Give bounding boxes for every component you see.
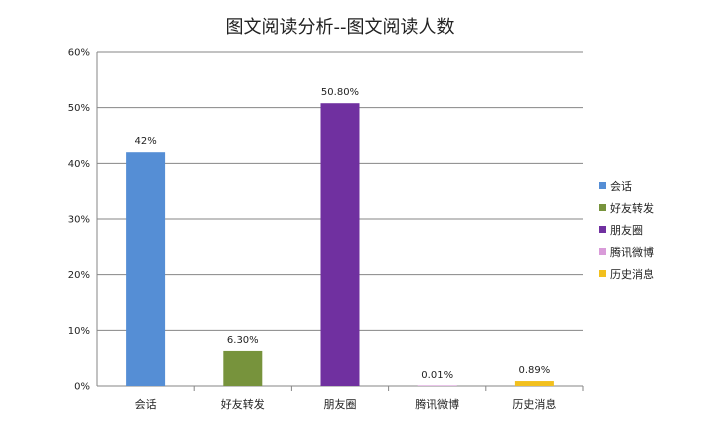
y-tick-label: 0% [74,382,90,393]
bar-3 [320,103,360,387]
bar-1 [126,152,166,386]
legend-swatch [599,226,606,233]
y-tick-label: 30% [68,215,90,226]
legend-label: 历史消息 [610,267,654,281]
data-label: 0.89% [519,365,551,376]
chart-title: 图文阅读分析--图文阅读人数 [226,17,455,38]
bar-4 [417,385,457,386]
y-tick-label: 50% [68,103,90,114]
x-tick-label: 朋友圈 [324,397,357,411]
legend-label: 好友转发 [610,201,654,215]
x-tick-label: 会话 [135,398,157,411]
legend-swatch [599,182,606,189]
y-tick-label: 20% [68,270,90,281]
bar-5 [514,381,554,386]
legend-swatch [599,204,606,211]
data-label: 50.80% [321,87,359,98]
data-label: 0.01% [421,370,453,381]
x-tick-label: 历史消息 [512,397,556,411]
y-tick-label: 60% [68,48,90,59]
bar-2 [223,350,263,386]
y-tick-label: 10% [68,326,90,337]
data-labels: 42% 6.30% 50.80% 0.01% 0.89% [134,87,550,381]
legend-swatch [599,248,606,255]
legend-label: 会话 [610,180,632,193]
legend-swatch [599,270,606,277]
x-tick-label: 腾讯微博 [415,397,459,411]
y-tick-label: 40% [68,159,90,170]
legend-label: 朋友圈 [610,223,643,237]
data-label: 42% [134,136,156,147]
legend-label: 腾讯微博 [610,245,654,259]
bars [126,103,554,387]
x-tick-label: 好友转发 [221,397,265,411]
data-label: 6.30% [227,335,259,346]
